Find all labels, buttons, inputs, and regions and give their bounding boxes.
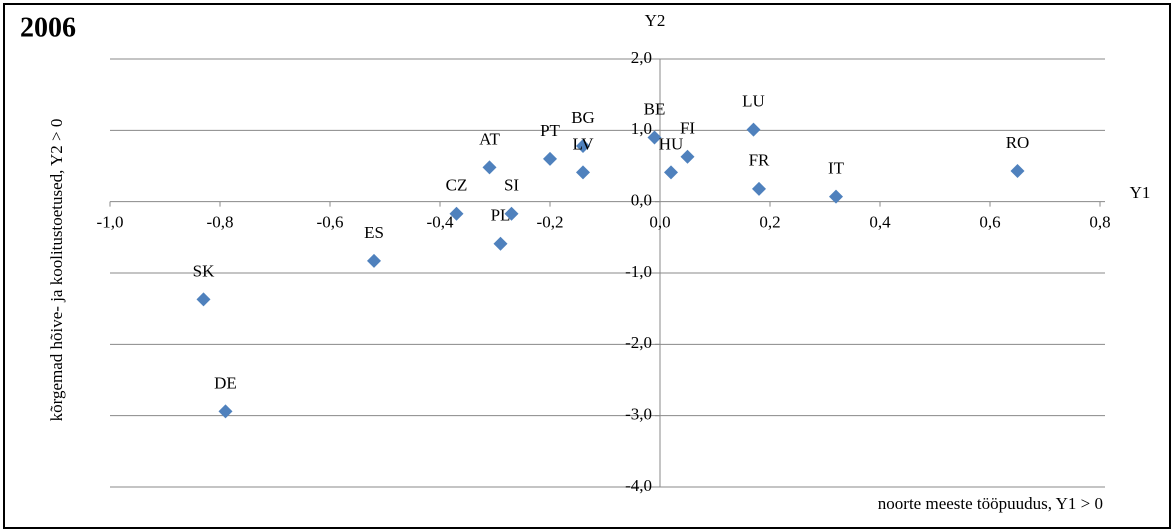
- point-label: HU: [659, 134, 684, 153]
- point: [647, 130, 662, 145]
- point-label: AT: [479, 129, 500, 148]
- x-tick-label: 0,0: [649, 213, 670, 232]
- y-tick-label: 2,0: [631, 48, 652, 67]
- point: [664, 165, 678, 180]
- point: [576, 165, 590, 180]
- point-label: RO: [1006, 133, 1030, 152]
- y-tick-label: 0,0: [631, 191, 652, 210]
- x-tick-label: -1,0: [97, 213, 124, 232]
- x-tick-label: -0,8: [207, 213, 234, 232]
- point-label: FR: [749, 151, 770, 170]
- x-axis-name: Y1: [1130, 183, 1151, 202]
- x-tick-label: 0,2: [759, 213, 780, 232]
- y-tick-label: -3,0: [625, 405, 652, 424]
- point: [752, 181, 766, 196]
- x-tick-label: -0,6: [317, 213, 344, 232]
- x-axis-title: noorte meeste tööpuudus, Y1 > 0: [878, 494, 1103, 513]
- x-tick-label: 0,6: [979, 213, 1000, 232]
- point-label: IT: [828, 159, 845, 178]
- point: [367, 253, 381, 268]
- point: [218, 404, 233, 419]
- point-label: CZ: [446, 176, 468, 195]
- point-label: PT: [540, 121, 560, 140]
- point-label: SI: [504, 176, 519, 195]
- y-tick-label: -2,0: [625, 333, 652, 352]
- point: [196, 292, 211, 307]
- y-axis-name: Y2: [645, 11, 666, 30]
- frame: [3, 3, 1171, 529]
- point: [543, 151, 557, 166]
- point-label: FI: [680, 119, 695, 138]
- x-tick-label: -0,4: [427, 213, 454, 232]
- x-tick-label: 0,4: [869, 213, 891, 232]
- point: [829, 189, 843, 204]
- y-axis-title: kõrgemad hõive- ja koolitustoetused, Y2 …: [47, 119, 66, 422]
- y-tick-label: -1,0: [625, 262, 652, 281]
- x-tick-label: 0,8: [1089, 213, 1110, 232]
- point: [482, 160, 497, 175]
- point-label: SK: [193, 261, 215, 280]
- x-tick-label: -0,2: [537, 213, 564, 232]
- point: [1010, 163, 1025, 178]
- y-tick-label: 1,0: [631, 119, 652, 138]
- point: [493, 236, 508, 251]
- point: [680, 149, 695, 164]
- point-label: LV: [572, 134, 594, 153]
- point: [576, 139, 590, 154]
- point-label: BE: [644, 99, 666, 118]
- point-label: PL: [491, 206, 511, 225]
- point: [504, 206, 519, 221]
- chart-title: 2006: [20, 12, 76, 43]
- point-label: DE: [214, 373, 237, 392]
- y-tick-label: -4,0: [625, 476, 652, 495]
- point: [449, 206, 464, 221]
- point: [746, 122, 761, 137]
- point-label: ES: [364, 223, 384, 242]
- point-label: LU: [742, 92, 765, 111]
- point-label: BG: [571, 108, 595, 127]
